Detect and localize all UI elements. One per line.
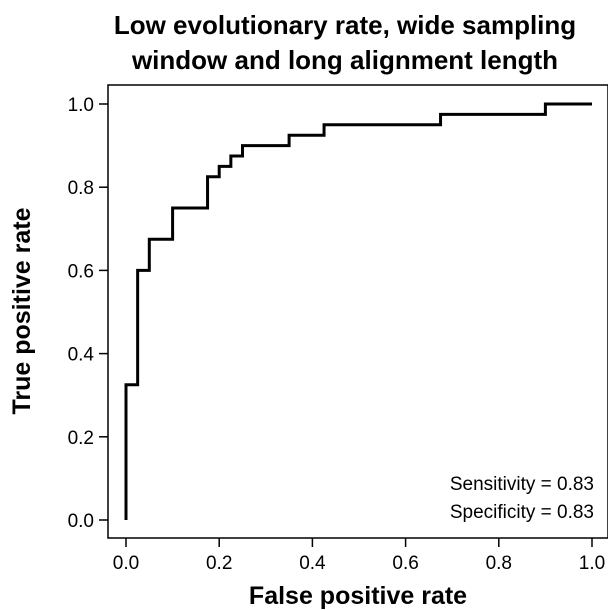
sensitivity-annotation: Sensitivity = 0.83 bbox=[450, 474, 594, 495]
x-tick-label: 0.8 bbox=[486, 553, 512, 574]
y-tick-label: 0.0 bbox=[68, 511, 94, 532]
x-tick-label: 1.0 bbox=[579, 553, 605, 574]
y-tick-label: 1.0 bbox=[68, 95, 94, 116]
y-tick-label: 0.8 bbox=[68, 178, 94, 199]
series-layer bbox=[124, 102, 592, 520]
x-tick-label: 0.4 bbox=[299, 553, 326, 574]
x-axis-label: False positive rate bbox=[249, 582, 467, 610]
y-tick-label: 0.6 bbox=[68, 261, 94, 282]
x-tick-label: 0.6 bbox=[392, 553, 418, 574]
y-tick-label: 0.2 bbox=[68, 428, 94, 449]
y-axis-label: True positive rate bbox=[8, 207, 36, 414]
chart-title-line-1: Low evolutionary rate, wide sampling bbox=[114, 10, 576, 40]
y-tick-label: 0.4 bbox=[68, 345, 95, 366]
plot-frame bbox=[107, 84, 608, 539]
x-axis: 0.0 0.2 0.4 0.6 0.8 1.0 bbox=[113, 538, 605, 574]
specificity-annotation: Specificity = 0.83 bbox=[450, 502, 594, 523]
x-tick-label: 0.0 bbox=[113, 553, 139, 574]
chart-title-line-2: window and long alignment length bbox=[131, 45, 558, 75]
x-tick-label: 0.2 bbox=[206, 553, 232, 574]
y-axis: 0.0 0.2 0.4 0.6 0.8 1.0 bbox=[68, 95, 108, 532]
roc-curve bbox=[124, 102, 592, 520]
